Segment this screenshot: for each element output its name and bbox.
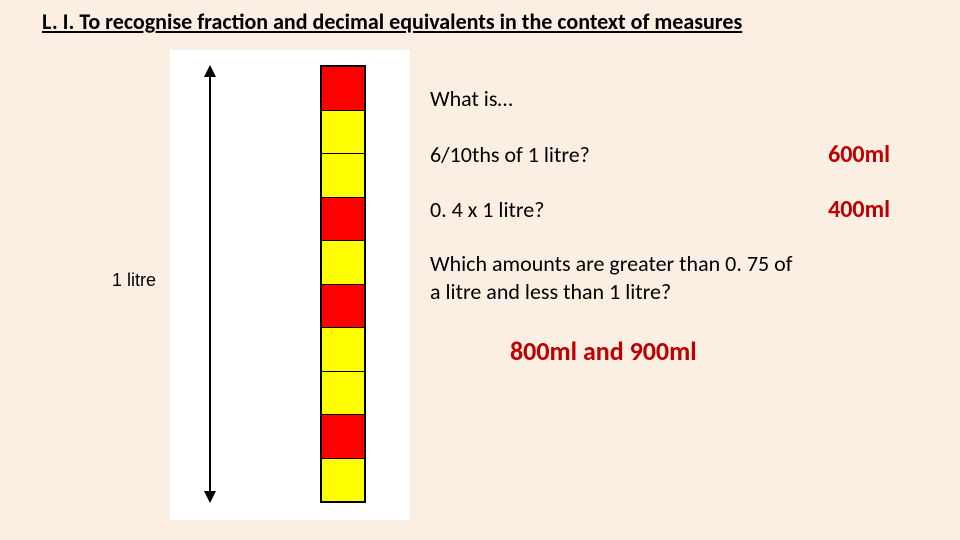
question-2: 0. 4 x 1 litre? [430,196,544,223]
bar-segment [322,327,364,371]
litre-diagram: 1 litre [170,50,410,520]
bar-segment [322,67,364,110]
bar-segment [322,110,364,154]
page-title: L. I. To recognise fraction and decimal … [42,8,918,35]
answer-3: 800ml and 900ml [510,335,930,367]
fraction-bar [320,65,366,503]
height-arrow [195,65,225,503]
bar-segment [322,240,364,284]
answer-1: 600ml [828,140,890,169]
bar-segment [322,458,364,502]
arrow-down-icon [204,491,216,503]
question-3: Which amounts are greater than 0. 75 of … [430,250,800,305]
questions-area: What is… 6/10ths of 1 litre? 600ml 0. 4 … [430,85,930,367]
bar-segment [322,197,364,241]
bar-segment [322,414,364,458]
bar-segment [322,153,364,197]
question-1: 6/10ths of 1 litre? [430,141,590,168]
question-row-1: 6/10ths of 1 litre? 600ml [430,140,930,169]
bar-segment [322,371,364,415]
question-intro: What is… [430,85,930,112]
arrow-line [209,75,211,493]
question-row-2: 0. 4 x 1 litre? 400ml [430,195,930,224]
litre-label: 1 litre [112,270,156,291]
bar-segment [322,284,364,328]
answer-2: 400ml [828,195,890,224]
